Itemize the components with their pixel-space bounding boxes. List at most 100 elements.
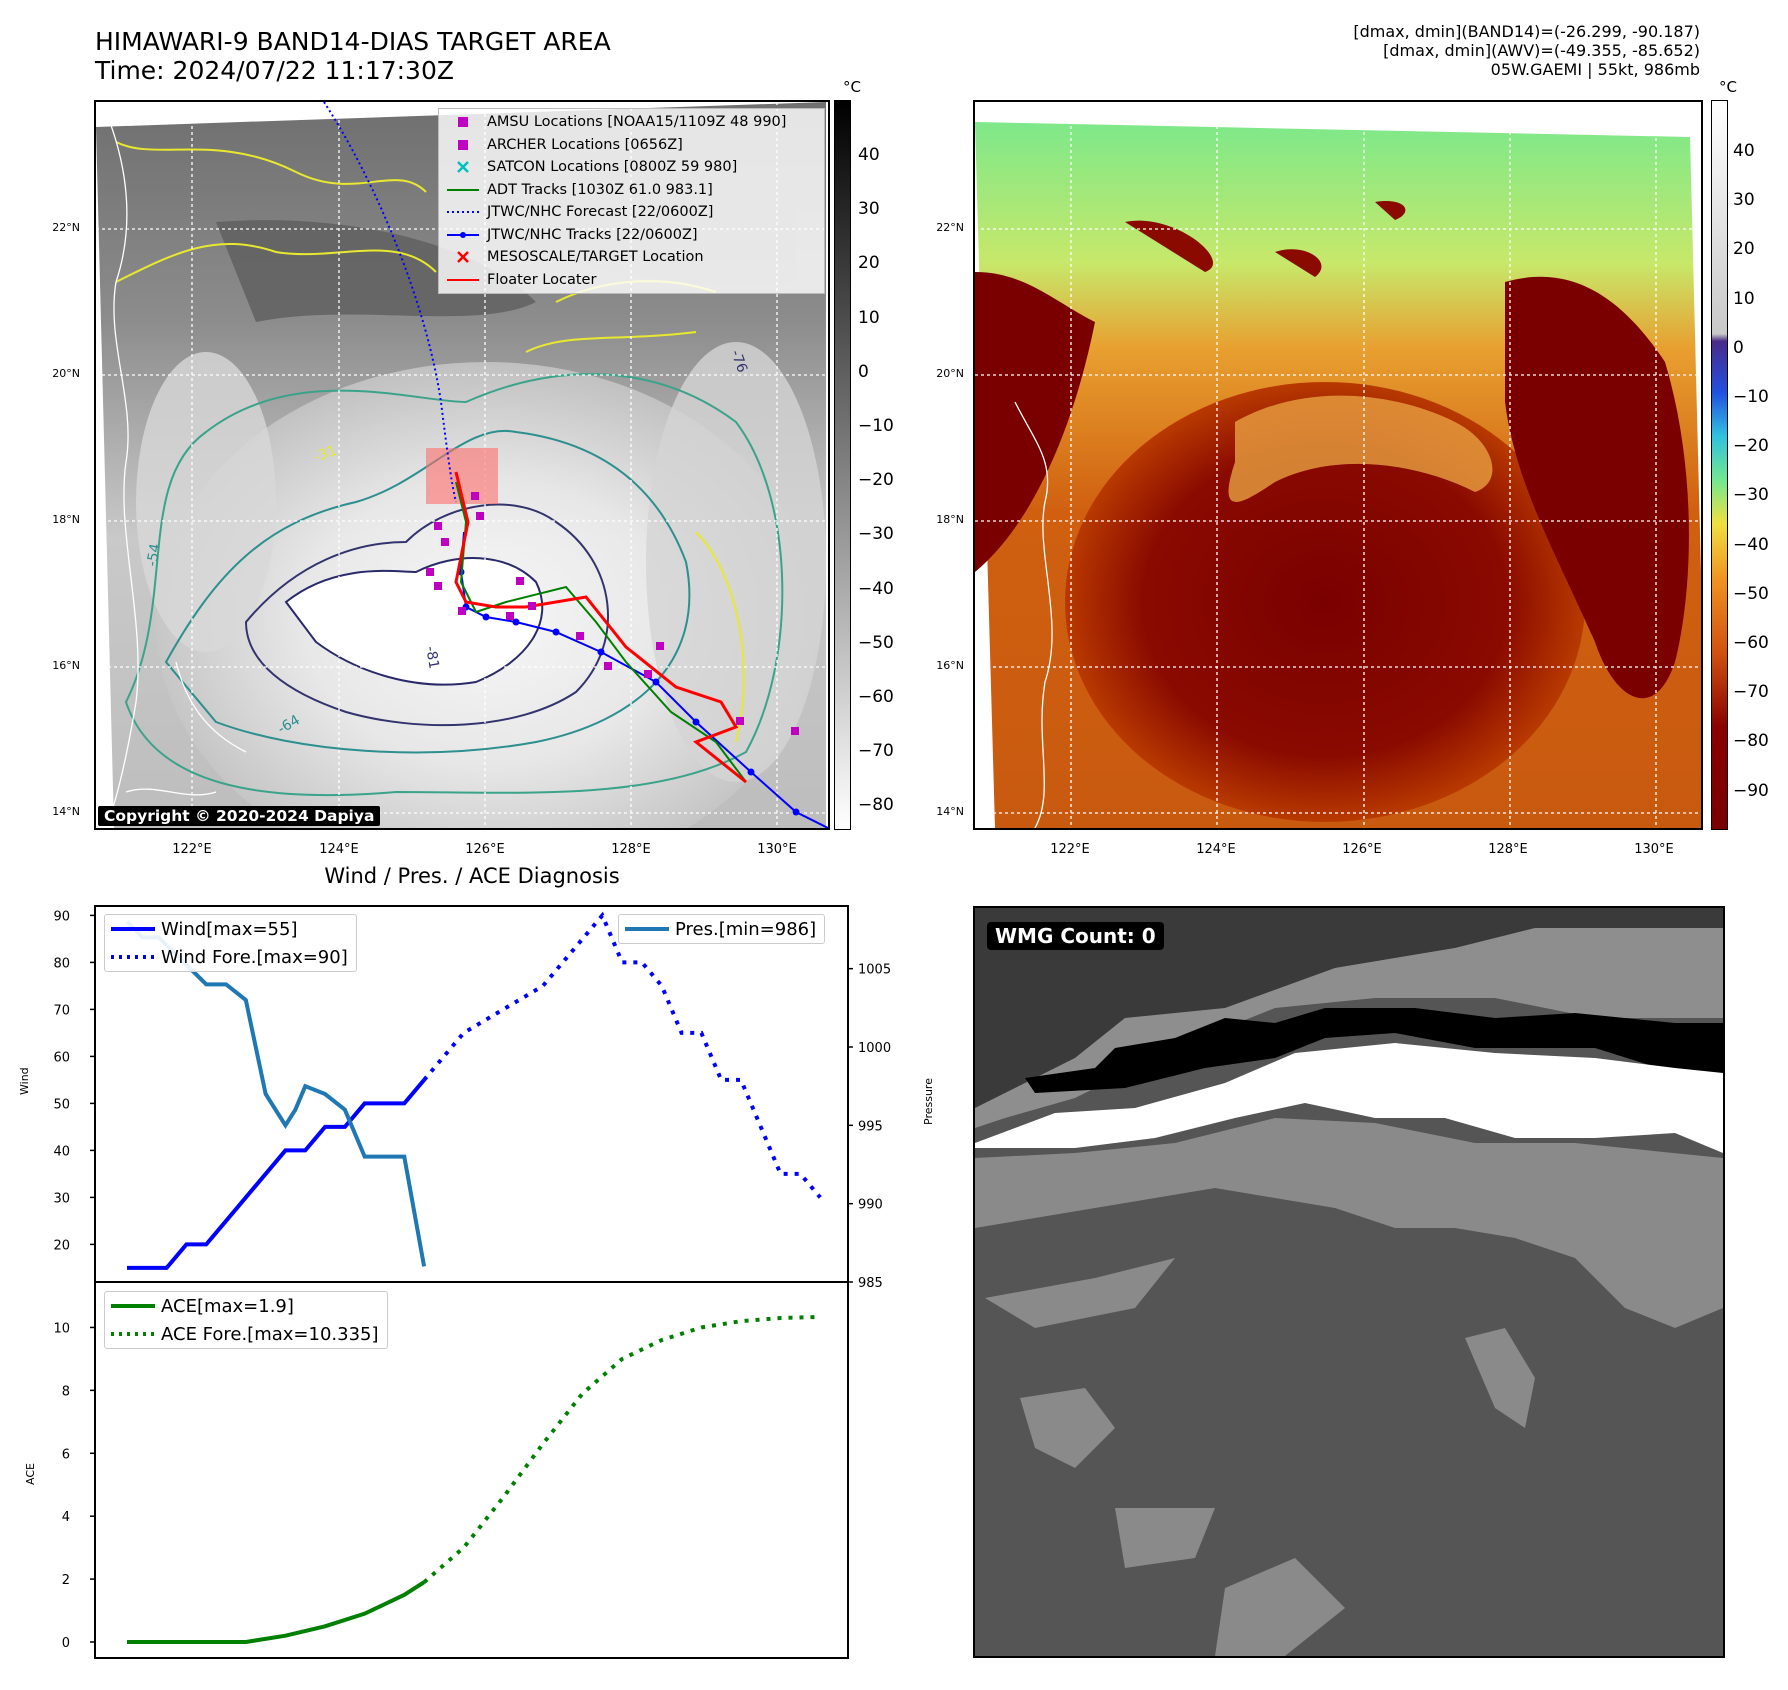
legend-wind: Wind[max=55] [105, 915, 356, 943]
legend-symbol-icon [439, 184, 487, 196]
wmg-count-badge: WMG Count: 0 [987, 922, 1164, 950]
amsu-archer-markers [426, 492, 799, 735]
wv-lat-axis: 22°N 20°N 18°N 16°N 14°N [920, 0, 970, 830]
ace-ytick-label: 10 [53, 1321, 70, 1336]
pressure-ytick-label: 995 [858, 1119, 883, 1134]
colorbar-tick: −90 [1733, 780, 1769, 801]
colorbar-tick: −70 [1733, 682, 1769, 703]
legend-entry: SATCON Locations [0800Z 59 980] [439, 156, 824, 179]
ace-ytick-label: 4 [62, 1510, 70, 1525]
colorbar-tick: 10 [858, 307, 880, 328]
wmg-image [975, 908, 1723, 1656]
legend-entry-label: SATCON Locations [0800Z 59 980] [487, 159, 738, 176]
figure-stats: [dmax, dmin](BAND14)=(-26.299, -90.187) … [1353, 22, 1700, 79]
wv-lat-tick: 22°N [936, 221, 964, 234]
legend-symbol-icon [439, 251, 487, 264]
ace-ytick-label: 2 [62, 1573, 70, 1588]
chart-title: Wind / Pres. / ACE Diagnosis [324, 864, 620, 888]
colorbar-tick: −50 [858, 632, 894, 653]
colorbar-tick: −80 [858, 795, 894, 816]
legend-entry-label: Floater Locater [487, 271, 597, 288]
wind-ytick-label: 80 [53, 956, 70, 971]
colorbar-tick: −30 [858, 524, 894, 545]
ir-lat-tick: 20°N [52, 367, 80, 380]
ace-ytick-label: 8 [62, 1384, 70, 1399]
colorbar-tick: 0 [1733, 337, 1744, 358]
title-line-1: HIMAWARI-9 BAND14-DIAS TARGET AREA [95, 27, 611, 56]
legend-entry: AMSU Locations [NOAA15/1109Z 48 990] [439, 111, 824, 134]
copyright-badge: Copyright © 2020-2024 Dapiya [98, 806, 381, 826]
ace-ytick-label: 0 [62, 1636, 70, 1651]
figure-title: HIMAWARI-9 BAND14-DIAS TARGET AREA Time:… [95, 27, 611, 85]
series-line-1 [422, 911, 822, 1199]
ir-lon-tick: 130°E [757, 842, 797, 857]
pressure-ytick-label: 1005 [858, 963, 891, 978]
wv-lon-tick: 124°E [1196, 842, 1236, 857]
legend-entry-label: ARCHER Locations [0656Z] [487, 136, 683, 153]
wv-lat-tick: 14°N [936, 805, 964, 818]
colorbar-tick: 40 [1733, 141, 1755, 161]
contour-label-76: -76 [727, 348, 750, 375]
legend-entry: JTWC/NHC Forecast [22/0600Z] [439, 201, 824, 224]
stats-line-1: [dmax, dmin](BAND14)=(-26.299, -90.187) [1353, 22, 1700, 41]
legend-entry: Floater Locater [439, 269, 824, 292]
ace-axis-label: ACE [24, 1463, 37, 1485]
legend-entry-label: ADT Tracks [1030Z 61.0 983.1] [487, 181, 713, 198]
wv-lon-tick: 130°E [1634, 842, 1674, 857]
ir-lon-tick: 122°E [172, 842, 212, 857]
series-line-2 [125, 920, 427, 1267]
colorbar-tick: −40 [858, 578, 894, 599]
legend-ace-forecast-label: ACE Fore.[max=10.335] [161, 1323, 379, 1345]
legend-ace-label: ACE[max=1.9] [161, 1295, 294, 1317]
pressure-ytick-label: 990 [858, 1198, 883, 1213]
wind-ytick-label: 60 [53, 1050, 70, 1065]
legend-entry: MESOSCALE/TARGET Location [439, 246, 824, 269]
wind-ytick-label: 40 [53, 1144, 70, 1159]
colorbar-tick: −40 [1733, 534, 1769, 555]
wv-map-panel [973, 100, 1703, 830]
floater-track [454, 471, 747, 784]
colorbar-tick: −60 [1733, 633, 1769, 653]
ir-lat-tick: 22°N [52, 221, 80, 234]
wv-map-image [975, 102, 1701, 828]
pressure-ytick-label: 1000 [858, 1041, 891, 1056]
ir-map-panel: -54 -64 -76 -31 -81 AMSU Locations [NOAA… [94, 100, 830, 830]
wind-ytick-label: 50 [53, 1097, 70, 1112]
colorbar-tick: −10 [1733, 387, 1769, 407]
legend-entry: ARCHER Locations [0656Z] [439, 134, 824, 157]
jtwc-forecast-track [323, 102, 457, 503]
title-line-2: Time: 2024/07/22 11:17:30Z [95, 56, 454, 85]
contour-label-31: -31 [312, 443, 339, 466]
stats-line-2: [dmax, dmin](AWV)=(-49.355, -85.652) [1383, 41, 1700, 60]
colorbar-tick: 10 [1733, 288, 1755, 309]
legend-symbol-icon [439, 274, 487, 286]
ir-lat-axis: 22°N 20°N 18°N 16°N 14°N [36, 0, 86, 830]
ace-series-line-0 [127, 1580, 426, 1644]
colorbar-tick: −70 [858, 741, 894, 762]
pressure-axis-label: Pressure [922, 1078, 935, 1125]
wind-legend: Wind[max=55] Wind Fore.[max=90] [104, 914, 357, 972]
colorbar-tick: −50 [1733, 583, 1769, 604]
legend-entry: ADT Tracks [1030Z 61.0 983.1] [439, 179, 824, 202]
colorbar-tick: 0 [858, 361, 869, 382]
wind-ytick-label: 30 [53, 1191, 70, 1206]
wv-colorbar-unit: °C [1719, 78, 1737, 96]
colorbar-tick: −80 [1733, 731, 1769, 752]
legend-symbol-icon [439, 229, 487, 241]
ace-legend: ACE[max=1.9] ACE Fore.[max=10.335] [104, 1291, 388, 1349]
wv-lat-tick: 16°N [936, 659, 964, 672]
legend-entry-label: AMSU Locations [NOAA15/1109Z 48 990] [487, 114, 787, 131]
contour-label-81: -81 [422, 645, 442, 670]
legend-entry: JTWC/NHC Tracks [22/0600Z] [439, 224, 824, 247]
legend-pressure-label: Pres.[min=986] [675, 918, 817, 940]
ace-series-line-1 [422, 1314, 821, 1584]
wind-ytick-label: 90 [53, 909, 70, 924]
legend-symbol-icon [439, 139, 487, 151]
wv-map-grid [975, 102, 1701, 828]
legend-symbol-icon [439, 161, 487, 174]
legend-pressure: Pres.[min=986] [619, 915, 824, 943]
legend-symbol-icon [439, 206, 487, 218]
ir-lat-tick: 14°N [52, 805, 80, 818]
adt-track [455, 481, 747, 783]
